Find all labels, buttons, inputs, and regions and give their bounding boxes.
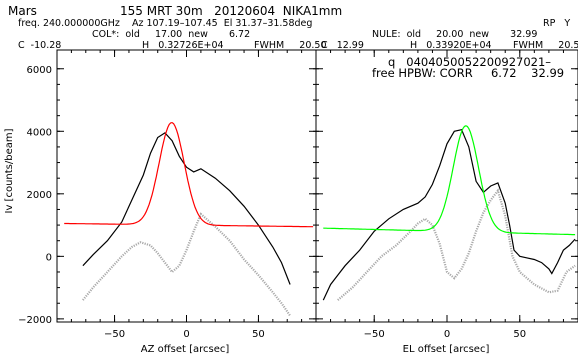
left-gaussian-fit-line (64, 121, 314, 228)
left-y-tick-label: −2000 (18, 315, 52, 326)
right-x-tick-label: 0 (444, 329, 450, 340)
right-h-param: H 0.33920E+04 (410, 40, 492, 51)
right-x-tick-label: −50 (364, 329, 385, 340)
left-x-axis-label: AZ offset [arcsec] (141, 344, 230, 355)
hpbw-line: free HPBW: CORR 6.72 32.99 (372, 66, 565, 80)
left-y-tick-label: 2000 (27, 190, 52, 201)
right-gaussian-fit-line (323, 125, 576, 236)
right-fwhm-param: FWHM 20.50 (513, 40, 578, 51)
scan-id: q 0404050052200927021– (388, 55, 552, 69)
right-data-line (322, 129, 576, 301)
left-plot-frame (56, 49, 317, 323)
y-axis-label: Iv [counts/beam] (4, 128, 15, 213)
right-panel: −50 0 50 (315, 49, 578, 340)
right-residual-line (337, 188, 576, 301)
left-y-tick-label: 6000 (27, 65, 52, 76)
nule-line: NULE: old 20.00 new 32.99 (372, 29, 538, 40)
right-plot-frame (315, 49, 578, 323)
left-panel: −50 0 50 −2000 0 2000 4000 6000 (18, 49, 317, 340)
left-residual-line (82, 212, 292, 317)
left-c-param: C -10.28 (18, 40, 62, 51)
left-x-tick-label: 50 (252, 329, 265, 340)
left-y-tick-label: 0 (46, 252, 52, 263)
left-h-param: H 0.32726E+04 (142, 40, 224, 51)
right-x-tick-label: 50 (513, 329, 526, 340)
col-line: COL*: old 17.00 new 6.72 (92, 29, 251, 40)
freq-line: freq. 240.000000GHz Az 107.19–107.45 El … (18, 18, 313, 29)
right-c-param: C 12.99 (321, 40, 364, 51)
left-x-tick-label: −50 (104, 329, 125, 340)
left-data-line (82, 132, 291, 285)
left-y-tick-label: 4000 (27, 127, 52, 138)
target-name: Mars (8, 4, 37, 18)
right-x-axis-label: EL offset [arcsec] (403, 344, 490, 355)
left-fwhm-param: FWHM 20.50 (254, 40, 327, 51)
scan-info: 155 MRT 30m 20120604 NIKA1mm (120, 4, 343, 18)
left-x-tick-label: 0 (183, 329, 189, 340)
rp-label: RP Y (543, 18, 571, 29)
